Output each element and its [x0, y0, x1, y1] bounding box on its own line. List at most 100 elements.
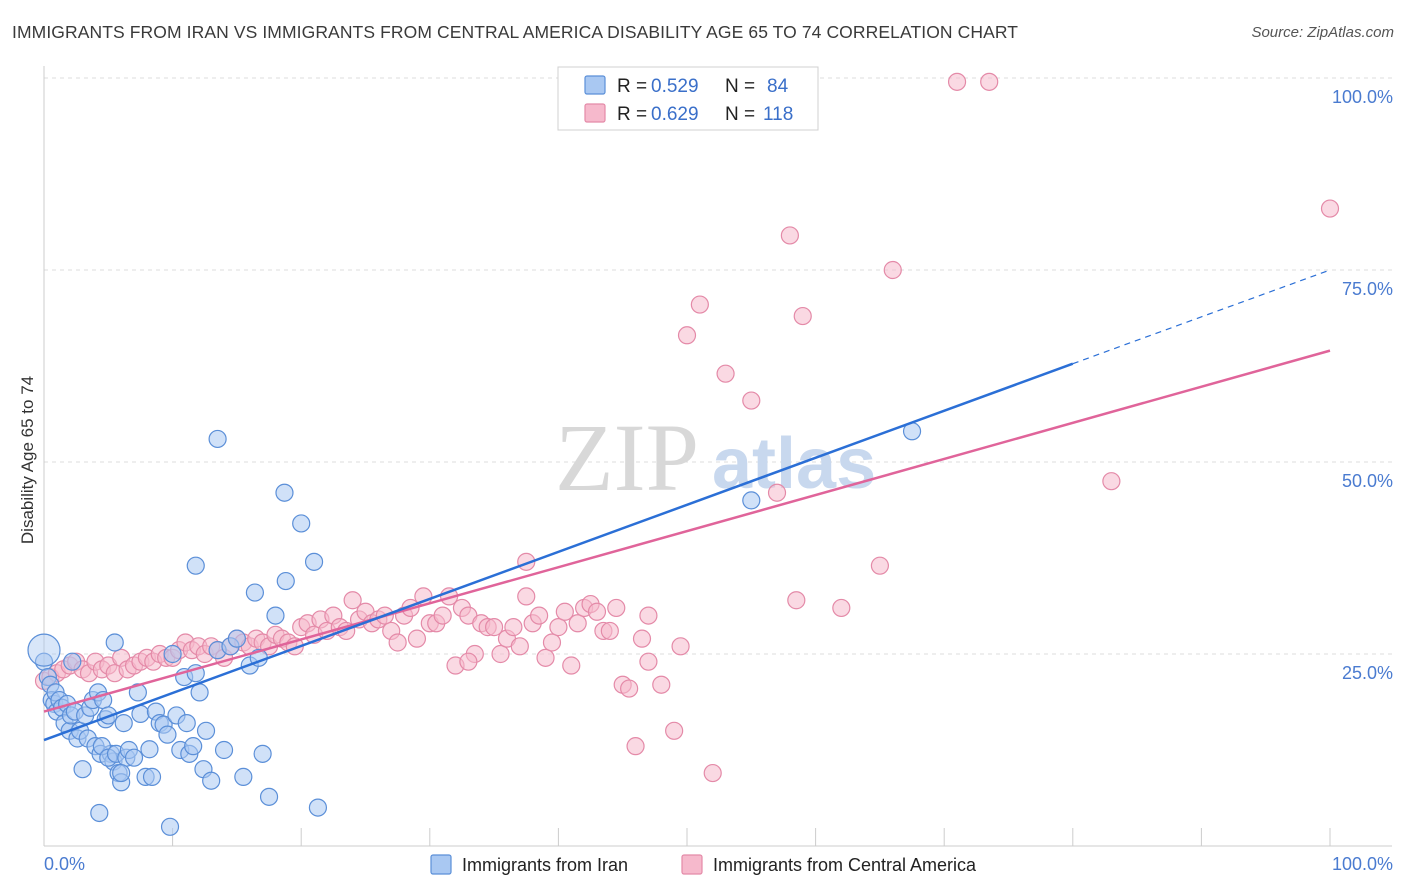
- central-america-point-79: [542, 633, 562, 652]
- legend-ca-label: Immigrants from Central America: [713, 855, 977, 875]
- central-america-point-93: [632, 629, 652, 648]
- iran-point-51: [160, 817, 180, 836]
- chart-title: IMMIGRANTS FROM IRAN VS IMMIGRANTS FROM …: [12, 22, 1019, 42]
- iran-swatch-stats: [584, 75, 606, 95]
- iran-point-39: [105, 633, 124, 652]
- iran-point-41: [128, 683, 147, 702]
- ca-r-label: R =: [617, 104, 647, 125]
- iran-trend-line: [43, 362, 1074, 742]
- central-america-point-108: [870, 556, 890, 575]
- iran-point-43: [112, 763, 131, 783]
- ca-swatch-stats: [584, 103, 606, 123]
- central-america-point-75: [517, 587, 536, 606]
- central-america-point-89: [607, 598, 626, 618]
- iran-point-17: [73, 760, 92, 779]
- central-america-point-104: [780, 226, 799, 245]
- central-america-point-71: [491, 644, 510, 664]
- iran-point-76: [266, 606, 285, 625]
- central-america-point-110: [947, 72, 967, 91]
- iran-point-62: [196, 721, 216, 740]
- central-america-point-111: [980, 72, 999, 91]
- iran-point-79: [292, 514, 311, 533]
- iran-point-70: [234, 767, 253, 786]
- iran-point-69: [227, 629, 246, 648]
- iran-point-58: [184, 737, 203, 756]
- central-america-point-113: [1320, 199, 1340, 218]
- iran-point-80: [304, 552, 324, 571]
- central-america-point-103: [767, 483, 787, 502]
- central-america-point-106: [793, 306, 812, 326]
- iran-point-67: [214, 740, 234, 760]
- central-america-point-78: [536, 648, 555, 667]
- axes: [43, 66, 1392, 847]
- iran-point-36: [114, 714, 133, 733]
- x-tick-labels: 0.0% 100.0%: [44, 854, 1393, 874]
- central-america-point-91: [620, 679, 639, 698]
- iran-trend-extension: [1072, 269, 1331, 365]
- central-america-point-114: [459, 652, 478, 671]
- grid-lines: [44, 77, 1392, 655]
- iran-point-50: [158, 725, 177, 744]
- central-america-point-88: [600, 621, 619, 641]
- central-america-point-97: [671, 637, 690, 656]
- iran-point-large: [27, 633, 61, 667]
- iran-point-83: [742, 491, 761, 510]
- iran-point-45: [140, 740, 159, 759]
- y-tick-labels: 25.0% 50.0% 75.0% 100.0%: [1332, 87, 1393, 683]
- central-america-point-101: [716, 364, 735, 383]
- central-america-point-81: [555, 602, 574, 621]
- iran-point-40: [124, 748, 144, 767]
- central-america-point-105: [787, 591, 806, 610]
- central-america-point-116: [639, 606, 658, 625]
- y-tick-label-3: 100.0%: [1332, 87, 1393, 107]
- iran-point-72: [245, 583, 265, 602]
- legend: Immigrants from Iran Immigrants from Cen…: [430, 854, 977, 875]
- central-america-point-86: [587, 602, 607, 621]
- iran-point-64: [202, 771, 221, 790]
- central-america-point-107: [832, 598, 851, 618]
- stats-legend-box: R = 0.529 N = 84 R = 0.629 N = 118: [557, 66, 819, 131]
- central-america-point-98: [677, 326, 697, 345]
- iran-point-52: [163, 644, 182, 664]
- y-tick-label-2: 75.0%: [1342, 279, 1393, 299]
- iran-point-46: [142, 767, 162, 786]
- central-america-point-77: [530, 606, 549, 625]
- central-america-point-99: [690, 295, 709, 314]
- central-america-point-48: [343, 591, 362, 610]
- iran-point-77: [275, 483, 294, 502]
- central-america-point-100: [703, 763, 722, 783]
- iran-point-74: [253, 744, 272, 763]
- central-america-point-112: [1102, 472, 1121, 491]
- iran-point-13: [63, 652, 82, 671]
- central-america-trend-line: [43, 349, 1331, 713]
- x-tick-label-1: 100.0%: [1332, 854, 1393, 874]
- series-iran-points: [27, 422, 922, 836]
- watermark-zip: ZIP: [555, 404, 699, 511]
- iran-point-56: [177, 714, 196, 733]
- x-tick-label-0: 0.0%: [44, 854, 85, 874]
- iran-n-label: N =: [725, 76, 755, 97]
- iran-point-28: [90, 803, 109, 823]
- central-america-point-92: [626, 737, 645, 756]
- central-america-point-96: [665, 721, 684, 740]
- central-america-point-58: [407, 629, 427, 648]
- legend-iran-label: Immigrants from Iran: [462, 855, 628, 875]
- central-america-point-74: [510, 637, 529, 656]
- central-america-point-102: [742, 391, 761, 410]
- central-america-point-109: [883, 260, 902, 280]
- ca-n-label: N =: [725, 104, 755, 125]
- central-america-point-62: [433, 606, 452, 625]
- watermark-atlas: atlas: [712, 424, 876, 504]
- central-america-point-70: [485, 618, 504, 637]
- central-america-point-83: [568, 614, 587, 633]
- iran-point-65: [208, 429, 227, 449]
- y-tick-label-1: 50.0%: [1342, 471, 1393, 491]
- central-america-point-82: [562, 656, 581, 675]
- ca-n-value: 118: [763, 104, 793, 125]
- iran-point-75: [259, 787, 279, 806]
- central-america-point-73: [504, 618, 523, 637]
- trend-lines: [43, 269, 1331, 742]
- source-label: Source: ZipAtlas.com: [1251, 24, 1394, 41]
- ca-r-value: 0.629: [651, 104, 699, 125]
